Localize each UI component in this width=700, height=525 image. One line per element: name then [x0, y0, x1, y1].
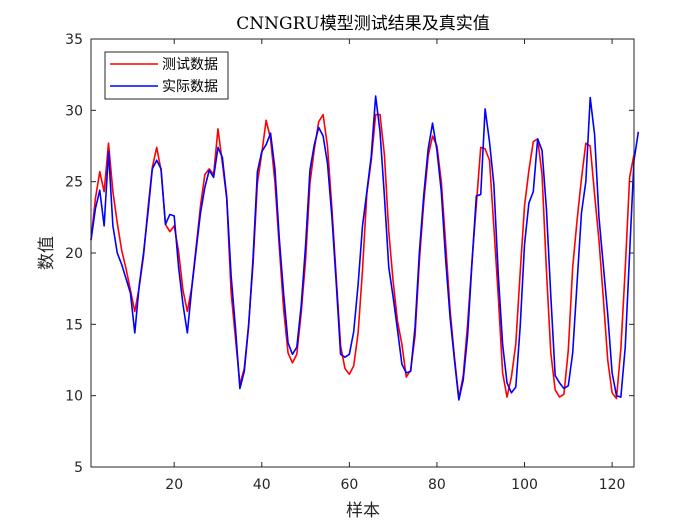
chart-title: CNNGRU模型测试结果及真实值: [236, 14, 489, 34]
y-tick-label: 30: [65, 103, 83, 119]
y-axis-ticks: 5 10 15 20 25 30 35: [65, 32, 634, 476]
y-axis-label: 数值: [37, 236, 57, 270]
x-axis-label: 样本: [346, 501, 380, 521]
x-tick-label: 40: [253, 477, 271, 493]
legend-label-actual: 实际数据: [162, 79, 218, 95]
x-axis-ticks: 20 40 60 80 100 120: [165, 39, 625, 493]
y-tick-label: 25: [65, 175, 83, 191]
series-line-test: [90, 113, 635, 400]
x-tick-label: 60: [340, 477, 358, 493]
legend-label-test: 测试数据: [162, 57, 218, 73]
legend-box: [104, 51, 229, 100]
x-tick-label: 120: [599, 477, 626, 493]
series-line-actual: [90, 95, 640, 401]
axes-background: [91, 39, 634, 467]
series-layer: [90, 95, 640, 401]
plot-area: 20 40 60 80 100 120 5 10 15 20 25 30 35: [65, 32, 640, 493]
legend: 测试数据 实际数据: [104, 51, 229, 100]
y-tick-label: 15: [65, 317, 83, 333]
y-tick-label: 20: [65, 246, 83, 262]
y-tick-label: 5: [74, 460, 83, 476]
x-tick-label: 80: [428, 477, 446, 493]
y-tick-label: 35: [65, 32, 83, 48]
x-tick-label: 20: [165, 477, 183, 493]
y-tick-label: 10: [65, 389, 83, 405]
x-tick-label: 100: [511, 477, 538, 493]
